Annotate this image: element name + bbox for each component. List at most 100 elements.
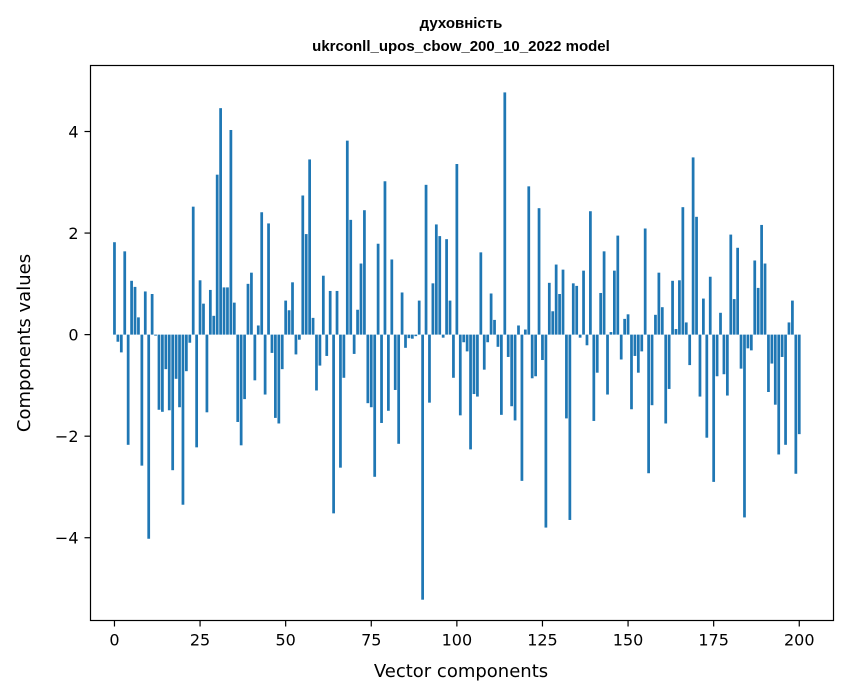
bar-36 — [236, 334, 240, 422]
bar-90 — [421, 334, 424, 600]
bar-145 — [609, 332, 613, 335]
bar-191 — [767, 334, 770, 392]
bar-42 — [256, 325, 260, 335]
bar-79 — [383, 181, 387, 335]
bar-149 — [623, 318, 627, 335]
bar-47 — [274, 334, 277, 418]
bar-127 — [547, 282, 551, 335]
bar-143 — [602, 251, 606, 335]
bar-89 — [417, 300, 421, 335]
bar-171 — [698, 334, 702, 397]
bar-37 — [239, 334, 243, 446]
bar-32 — [222, 287, 226, 335]
bar-8 — [140, 334, 144, 466]
bar-106 — [476, 334, 479, 397]
bar-148 — [619, 334, 623, 360]
y-tick-label: 4 — [68, 123, 78, 142]
bar-82 — [393, 334, 397, 390]
bar-35 — [232, 302, 236, 335]
bar-81 — [390, 259, 394, 335]
bar-26 — [202, 303, 205, 335]
bar-48 — [277, 334, 281, 424]
bar-117 — [513, 334, 517, 421]
bar-163 — [671, 280, 674, 335]
bar-159 — [657, 272, 661, 335]
bar-182 — [736, 247, 739, 335]
bar-96 — [441, 334, 445, 338]
bar-44 — [263, 334, 267, 395]
x-tick-label: 75 — [361, 631, 381, 650]
bar-139 — [589, 211, 592, 335]
bar-52 — [291, 282, 294, 335]
bar-80 — [387, 334, 390, 411]
bar-11 — [150, 294, 154, 335]
bar-185 — [746, 334, 750, 349]
bar-134 — [571, 283, 575, 335]
x-tick-label: 0 — [109, 631, 119, 650]
bar-161 — [664, 334, 668, 424]
bar-29 — [212, 315, 216, 335]
bar-66 — [339, 334, 342, 468]
bar-165 — [678, 280, 681, 335]
bar-176 — [715, 334, 719, 377]
bar-146 — [613, 270, 616, 335]
bar-93 — [431, 283, 435, 335]
bar-34 — [229, 129, 233, 335]
bar-91 — [424, 184, 428, 335]
bar-116 — [510, 334, 514, 407]
bar-132 — [565, 334, 568, 419]
bar-177 — [719, 312, 722, 335]
bar-137 — [582, 270, 585, 335]
bar-142 — [599, 292, 603, 335]
bar-187 — [753, 260, 757, 335]
bar-38 — [243, 334, 246, 400]
bar-154 — [640, 334, 644, 352]
bar-98 — [448, 300, 452, 335]
bar-180 — [729, 234, 733, 335]
bar-59 — [315, 334, 318, 391]
bar-111 — [493, 319, 496, 335]
x-tick-label: 150 — [613, 631, 644, 650]
bar-100 — [455, 164, 459, 335]
bar-124 — [537, 208, 541, 335]
bar-64 — [332, 334, 335, 514]
bar-190 — [763, 263, 767, 335]
bar-193 — [773, 334, 777, 405]
x-tick-label: 125 — [527, 631, 558, 650]
bar-50 — [284, 300, 288, 335]
bar-128 — [551, 311, 555, 335]
bar-88 — [414, 334, 418, 337]
y-tick-label: 0 — [68, 326, 78, 345]
bar-172 — [702, 298, 705, 335]
bar-22 — [188, 334, 192, 343]
bar-4 — [126, 334, 130, 445]
bar-113 — [500, 334, 503, 415]
bar-53 — [294, 334, 298, 355]
bar-46 — [270, 334, 274, 353]
bar-119 — [520, 334, 524, 481]
bar-33 — [226, 287, 229, 335]
bar-126 — [544, 334, 548, 528]
x-tick-label: 175 — [698, 631, 729, 650]
bar-135 — [575, 285, 579, 335]
bar-197 — [787, 322, 791, 335]
bar-21 — [185, 334, 188, 372]
bar-184 — [743, 334, 746, 518]
bar-108 — [482, 334, 486, 370]
bar-175 — [712, 334, 716, 482]
bar-23 — [191, 206, 195, 335]
bar-77 — [376, 243, 380, 335]
bar-13 — [157, 334, 161, 410]
bar-198 — [791, 300, 794, 335]
y-tick-label: −4 — [55, 529, 79, 548]
bar-31 — [219, 108, 222, 335]
bar-56 — [304, 234, 308, 335]
bar-69 — [349, 219, 353, 335]
bar-168 — [688, 334, 692, 366]
bar-60 — [318, 334, 322, 366]
bars-group — [113, 92, 801, 600]
bar-144 — [606, 334, 609, 395]
bar-51 — [287, 310, 291, 335]
bar-99 — [452, 334, 455, 378]
